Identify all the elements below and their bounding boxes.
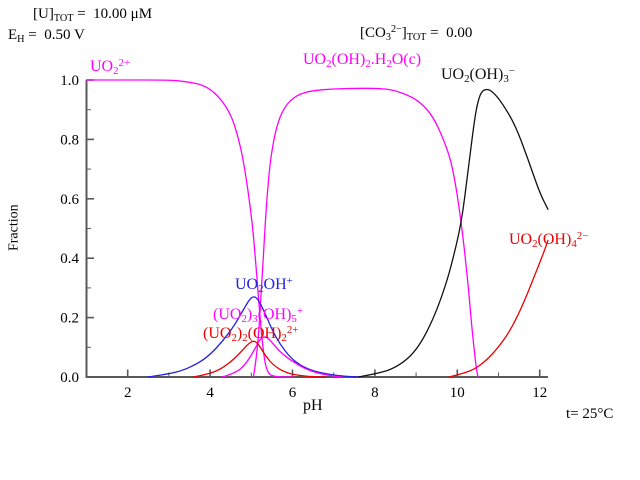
total-uranium-annotation: [U]TOT = 10.00 μM <box>33 6 153 24</box>
curve-solid <box>252 87 479 378</box>
x-tick-label: 10 <box>450 385 465 401</box>
label-monohydroxo: UO2OH+ <box>235 275 293 296</box>
label-dimer: (UO2)2(OH)22+ <box>203 324 299 345</box>
label-tetrahydroxo: UO2(OH)42− <box>509 230 589 251</box>
y-tick-label: 0.0 <box>60 370 79 386</box>
label-trihydroxo: UO2(OH)3− <box>441 65 515 86</box>
y-tick-label: 0.4 <box>60 251 79 267</box>
curve-trimer <box>221 336 343 378</box>
x-axis-title: pH <box>303 397 323 414</box>
y-axis-title: Fraction <box>6 204 22 252</box>
curve-dimer <box>192 340 327 378</box>
curve-monohydroxo <box>147 296 360 378</box>
x-tick-label: 2 <box>124 385 132 401</box>
curve-uranyl <box>85 79 294 378</box>
curve-tetrahydroxo <box>448 239 549 378</box>
temperature-annotation: t= 25°C <box>566 406 614 422</box>
eh-annotation: EH = 0.50 V <box>8 27 85 45</box>
y-tick-label: 0.6 <box>60 192 79 208</box>
label-uranyl: UO22+ <box>90 57 131 78</box>
total-carbonate-annotation: [CO32−]TOT = 0.00 <box>360 24 473 43</box>
y-tick-label: 0.2 <box>60 311 79 327</box>
label-solid: UO2(OH)2.H2O(c) <box>303 51 422 71</box>
x-tick-label: 12 <box>532 385 547 401</box>
y-tick-label: 1.0 <box>60 73 79 89</box>
x-tick-label: 6 <box>289 385 297 401</box>
curve-trihydroxo <box>357 88 549 378</box>
y-tick-label: 0.8 <box>60 132 79 148</box>
label-trimer: (UO2)3(OH)5+ <box>213 305 303 326</box>
x-tick-label: 8 <box>371 385 379 401</box>
x-tick-label: 4 <box>206 385 214 401</box>
